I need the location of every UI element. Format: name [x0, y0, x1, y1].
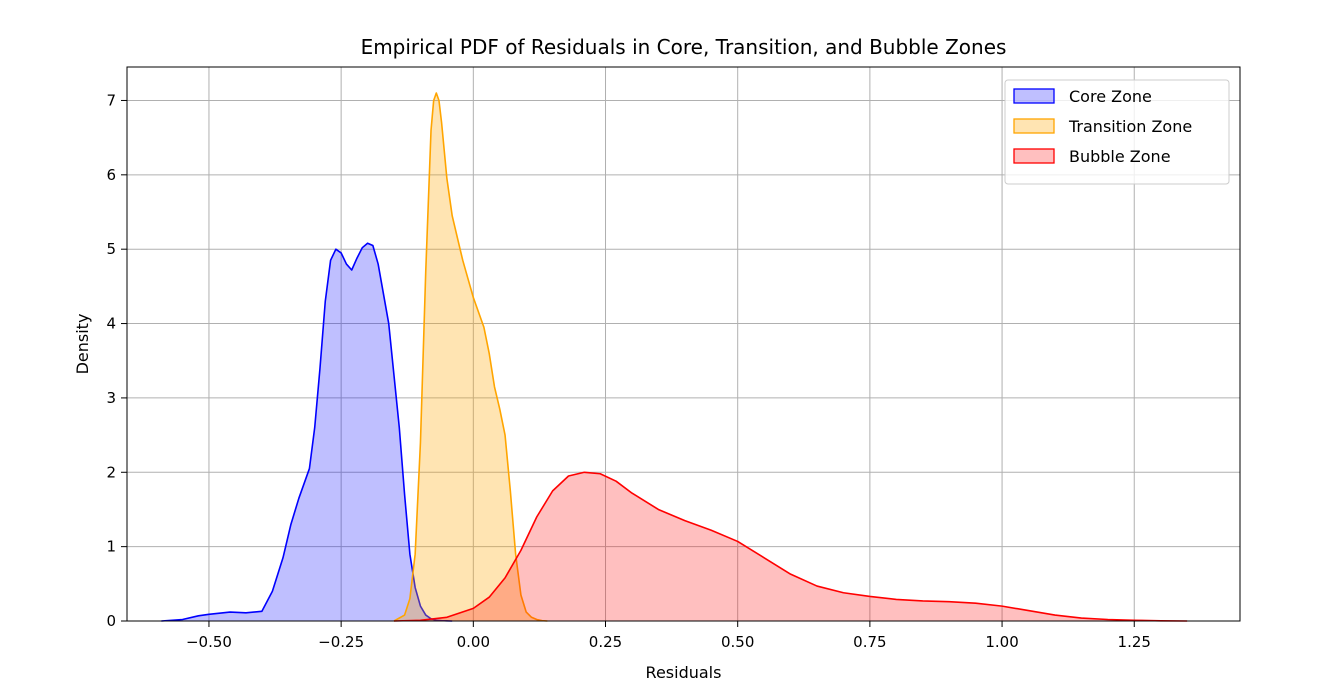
y-tick-label-1: 1	[106, 538, 116, 556]
x-tick-label-2: 0.00	[457, 633, 490, 651]
x-tick-label-3: 0.25	[589, 633, 622, 651]
legend-label-transition-zone: Transition Zone	[1068, 117, 1192, 136]
series-layer	[161, 92, 1188, 622]
transition-zone-area	[394, 93, 548, 621]
y-tick-label-4: 4	[106, 315, 116, 333]
core-zone-line	[161, 242, 453, 622]
y-tick-label-5: 5	[106, 240, 116, 258]
x-tick-label-1: −0.25	[318, 633, 364, 651]
legend-label-core-zone: Core Zone	[1069, 87, 1152, 106]
x-tick-label-5: 0.75	[853, 633, 886, 651]
grid-layer	[127, 67, 1240, 622]
legend-swatch-core-zone	[1013, 88, 1055, 104]
y-tick-label-7: 7	[106, 91, 116, 109]
y-tick-label-3: 3	[106, 389, 116, 407]
plot-frame	[126, 66, 1241, 622]
x-tick-label-7: 1.25	[1118, 633, 1151, 651]
y-tick-label-0: 0	[106, 612, 116, 630]
legend-box	[1004, 79, 1230, 185]
chart-title: Empirical PDF of Residuals in Core, Tran…	[361, 35, 1007, 59]
tick-layer: −0.50 −0.25 0.00 0.25 0.50 0.75 1.00 1.25 0 1 2 3 4 5…	[106, 91, 1151, 651]
legend-label-bubble-zone: Bubble Zone	[1069, 147, 1171, 166]
transition-zone-line	[393, 92, 548, 622]
y-tick-label-2: 2	[106, 463, 116, 481]
legend-swatch-transition-zone	[1013, 118, 1055, 134]
y-axis-label: Density	[73, 314, 92, 375]
core-zone-area	[161, 243, 453, 622]
x-tick-label-0: −0.50	[186, 633, 232, 651]
x-tick-label-4: 0.50	[721, 633, 754, 651]
legend-swatch-bubble-zone	[1013, 148, 1055, 164]
legend: Core Zone Transition Zone Bubble Zone	[1004, 79, 1230, 185]
x-axis-label: Residuals	[646, 663, 722, 682]
bubble-zone-line	[393, 471, 1188, 622]
bubble-zone-area	[394, 472, 1188, 621]
x-tick-label-6: 1.00	[985, 633, 1018, 651]
y-tick-label-6: 6	[106, 166, 116, 184]
